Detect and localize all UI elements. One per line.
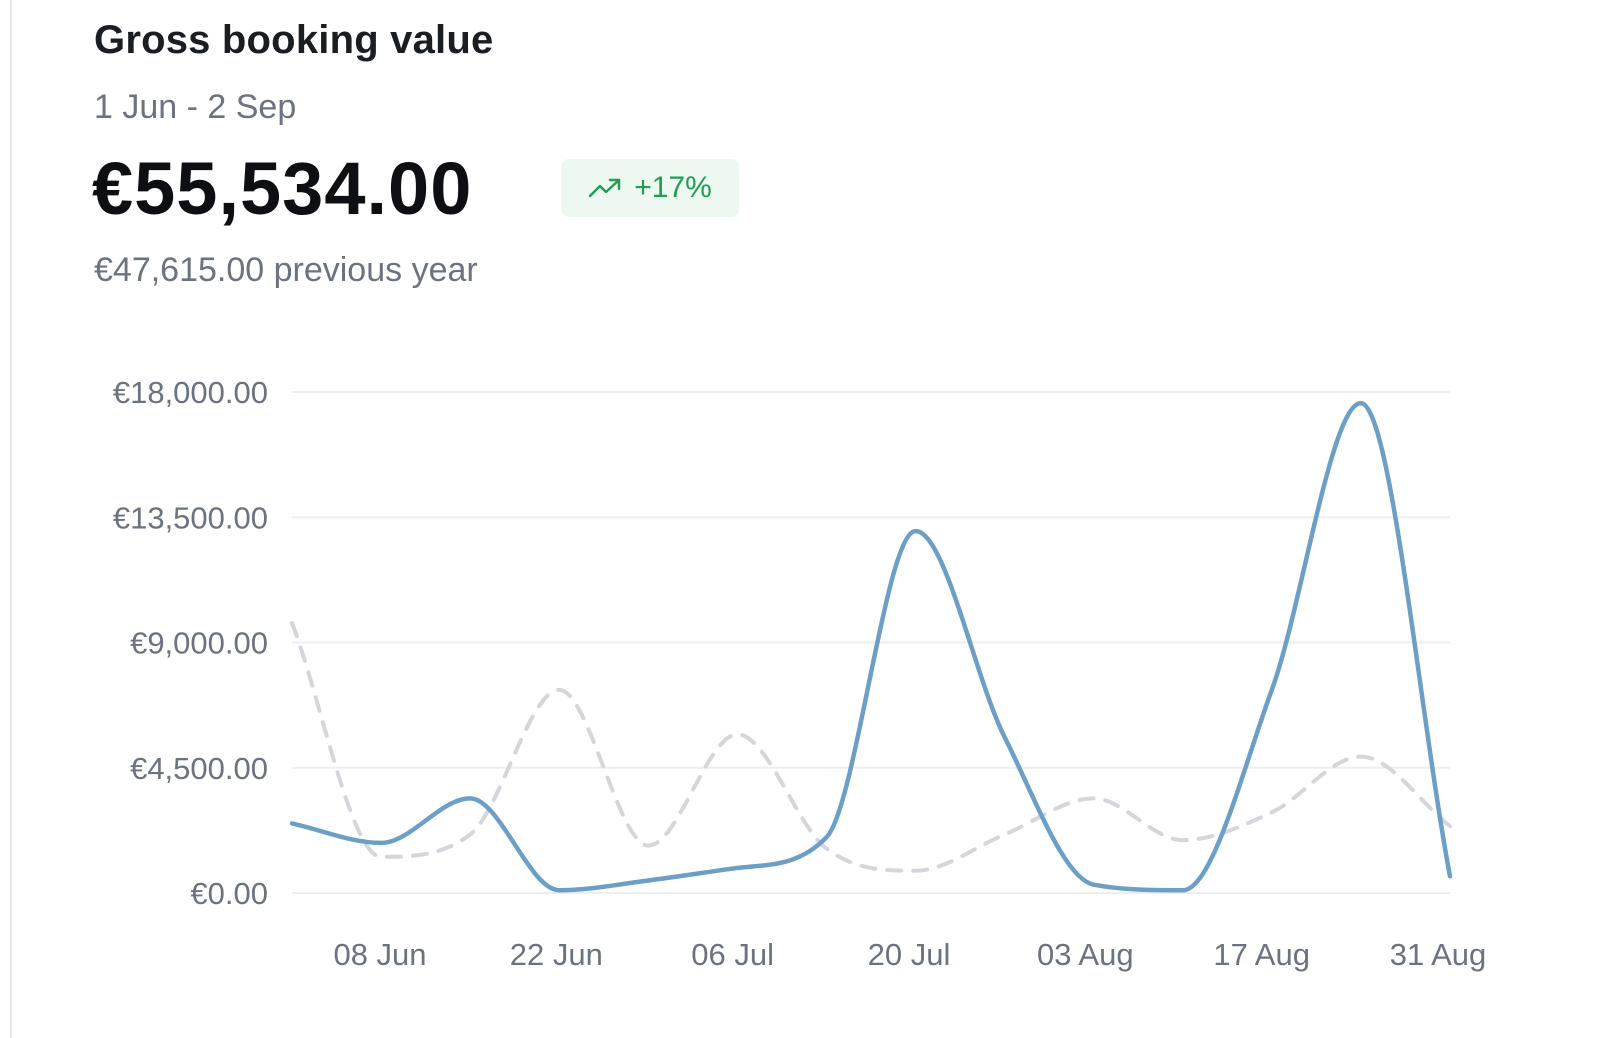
change-percent: +17% — [634, 171, 712, 204]
x-tick-label: 31 Aug — [1390, 937, 1487, 972]
x-tick-label: 17 Aug — [1213, 937, 1310, 972]
trending-up-icon — [588, 177, 622, 199]
y-tick-label: €18,000.00 — [113, 375, 268, 410]
change-badge: +17% — [561, 159, 739, 217]
y-tick-label: €9,000.00 — [130, 626, 268, 661]
x-tick-label: 08 Jun — [333, 937, 426, 972]
x-tick-label: 06 Jul — [691, 937, 774, 972]
chart-card: Gross booking value 1 Jun - 2 Sep €55,53… — [10, 0, 1600, 1038]
date-range: 1 Jun - 2 Sep — [94, 88, 297, 126]
y-tick-label: €13,500.00 — [113, 500, 268, 535]
x-tick-label: 03 Aug — [1037, 937, 1134, 972]
y-tick-label: €4,500.00 — [130, 751, 268, 786]
y-tick-label: €0.00 — [190, 876, 268, 911]
total-value: €55,534.00 — [92, 147, 473, 230]
previous-year-value: €47,615.00 previous year — [94, 251, 478, 289]
series-line-previous-year — [290, 621, 1452, 873]
card-title: Gross booking value — [94, 18, 494, 62]
x-tick-label: 20 Jul — [868, 937, 951, 972]
x-tick-label: 22 Jun — [510, 937, 603, 972]
series-line-current — [289, 400, 1453, 893]
